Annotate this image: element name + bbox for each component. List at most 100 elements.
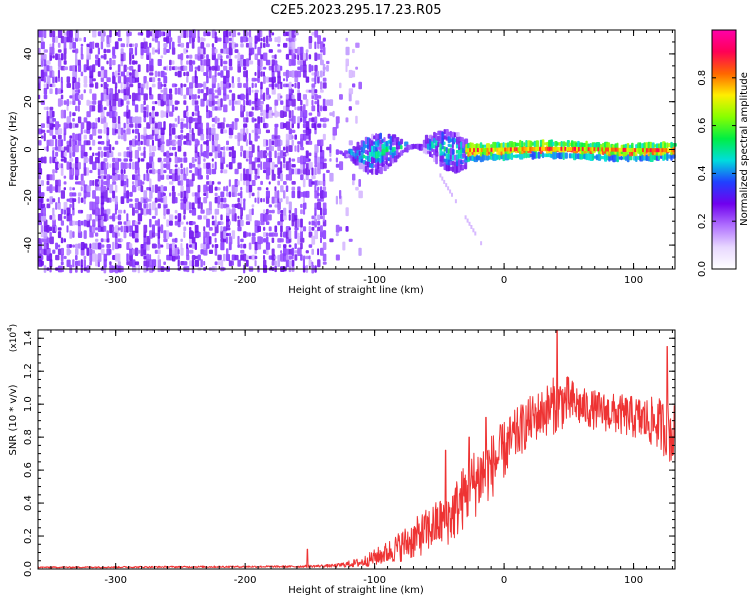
heatmap-cell: [143, 190, 148, 199]
heatmap-cell: [40, 197, 44, 204]
heatmap-cell: [177, 70, 182, 78]
heatmap-cell: [60, 109, 64, 119]
heatmap-cell: [525, 152, 528, 159]
heatmap-cell: [277, 146, 281, 152]
heatmap-cell: [206, 145, 210, 152]
heatmap-cell: [80, 180, 85, 186]
heatmap-cell: [194, 138, 199, 147]
heatmap-cell: [203, 37, 206, 42]
heatmap-cell: [106, 77, 111, 83]
heatmap-cell: [208, 236, 212, 245]
heatmap-cell: [163, 83, 167, 87]
x-tick-label: -300: [104, 275, 127, 286]
heatmap-cell: [335, 157, 338, 163]
heatmap-cell: [311, 215, 315, 220]
heatmap-cell: [40, 255, 44, 260]
heatmap-cell: [60, 220, 64, 226]
heatmap-cell: [245, 37, 249, 42]
heatmap-cell: [268, 95, 271, 99]
heatmap-cell: [63, 181, 67, 185]
heatmap-cell: [274, 138, 278, 147]
heatmap-cell: [186, 87, 190, 96]
heatmap-cell: [211, 123, 216, 128]
heatmap-cell: [245, 111, 249, 117]
heatmap-cell: [95, 227, 98, 231]
snr-y-ticks: 0.00.20.40.60.81.01.21.4: [23, 330, 675, 577]
heatmap-cell: [60, 35, 65, 44]
heatmap-cell: [352, 151, 355, 157]
y-tick-label: 40: [23, 48, 34, 61]
heatmap-cell: [335, 163, 340, 168]
heatmap-cell: [60, 261, 64, 266]
heatmap-cell: [283, 42, 288, 48]
heatmap-cell: [322, 242, 327, 250]
heatmap-cell: [103, 31, 106, 37]
heatmap-cell: [40, 203, 46, 209]
heatmap-cell: [223, 42, 228, 49]
heatmap-cell: [163, 121, 166, 130]
heatmap-cell: [402, 149, 405, 153]
heatmap-cell: [40, 156, 44, 164]
heatmap-cell: [443, 179, 446, 184]
heatmap-cell: [114, 225, 119, 233]
heatmap-cell: [137, 123, 142, 128]
heatmap-cell: [305, 157, 310, 163]
heatmap-cell: [186, 42, 190, 49]
heatmap-cell: [186, 133, 190, 142]
heatmap-cell: [189, 116, 193, 124]
heatmap-cell: [75, 133, 79, 141]
heatmap-cell: [300, 146, 305, 151]
heatmap-cell: [177, 43, 181, 47]
heatmap-cell: [260, 66, 263, 71]
heatmap-cell: [274, 127, 278, 136]
heatmap-cell: [86, 191, 91, 198]
heatmap-cell: [383, 137, 386, 143]
heatmap-cell: [120, 99, 124, 106]
x-tick-label: 0: [501, 575, 507, 586]
heatmap-cell: [75, 260, 79, 266]
heatmap-cell: [183, 94, 187, 100]
heatmap-cell: [628, 155, 633, 161]
heatmap-cell: [300, 254, 303, 261]
heatmap-cell: [294, 134, 297, 140]
heatmap-cell: [97, 162, 101, 170]
heatmap-cell: [69, 249, 72, 254]
heatmap-cell: [544, 142, 547, 146]
heatmap-cell: [69, 158, 74, 162]
heatmap-cell: [322, 37, 326, 42]
heatmap-cell: [285, 77, 288, 82]
heatmap-cell: [358, 150, 361, 156]
heatmap-cell: [564, 142, 568, 146]
heatmap-cell: [157, 41, 160, 50]
heatmap-cell: [226, 54, 229, 59]
heatmap-cell: [106, 35, 110, 44]
heatmap-cell: [100, 184, 104, 193]
heatmap-cell: [240, 133, 244, 141]
heatmap-cell: [106, 49, 111, 53]
heatmap-cell: [132, 207, 135, 216]
heatmap-cell: [251, 192, 255, 197]
heatmap-cell: [166, 150, 170, 158]
heatmap-cell: [277, 201, 281, 210]
heatmap-cell: [126, 190, 129, 199]
heatmap-cell: [257, 65, 261, 72]
heatmap-cell: [277, 49, 282, 53]
heatmap-cell: [406, 144, 409, 153]
heatmap-cell: [642, 148, 644, 153]
heatmap-cell: [260, 100, 264, 105]
heatmap-cell: [251, 180, 256, 186]
x-tick-label: 100: [624, 575, 643, 586]
heatmap-cell: [80, 209, 84, 214]
heatmap-cell: [302, 202, 307, 210]
heatmap-cell: [226, 185, 229, 192]
heatmap-cell: [86, 247, 90, 256]
heatmap-cell: [515, 147, 518, 152]
heatmap-cell: [240, 190, 243, 199]
heatmap-cell: [134, 238, 139, 243]
heatmap-cell: [254, 71, 257, 76]
heatmap-cell: [263, 259, 267, 267]
heatmap-cell: [481, 144, 485, 149]
heatmap-cell: [345, 207, 349, 217]
heatmap-cell: [123, 52, 126, 61]
heatmap-cell: [285, 53, 290, 60]
